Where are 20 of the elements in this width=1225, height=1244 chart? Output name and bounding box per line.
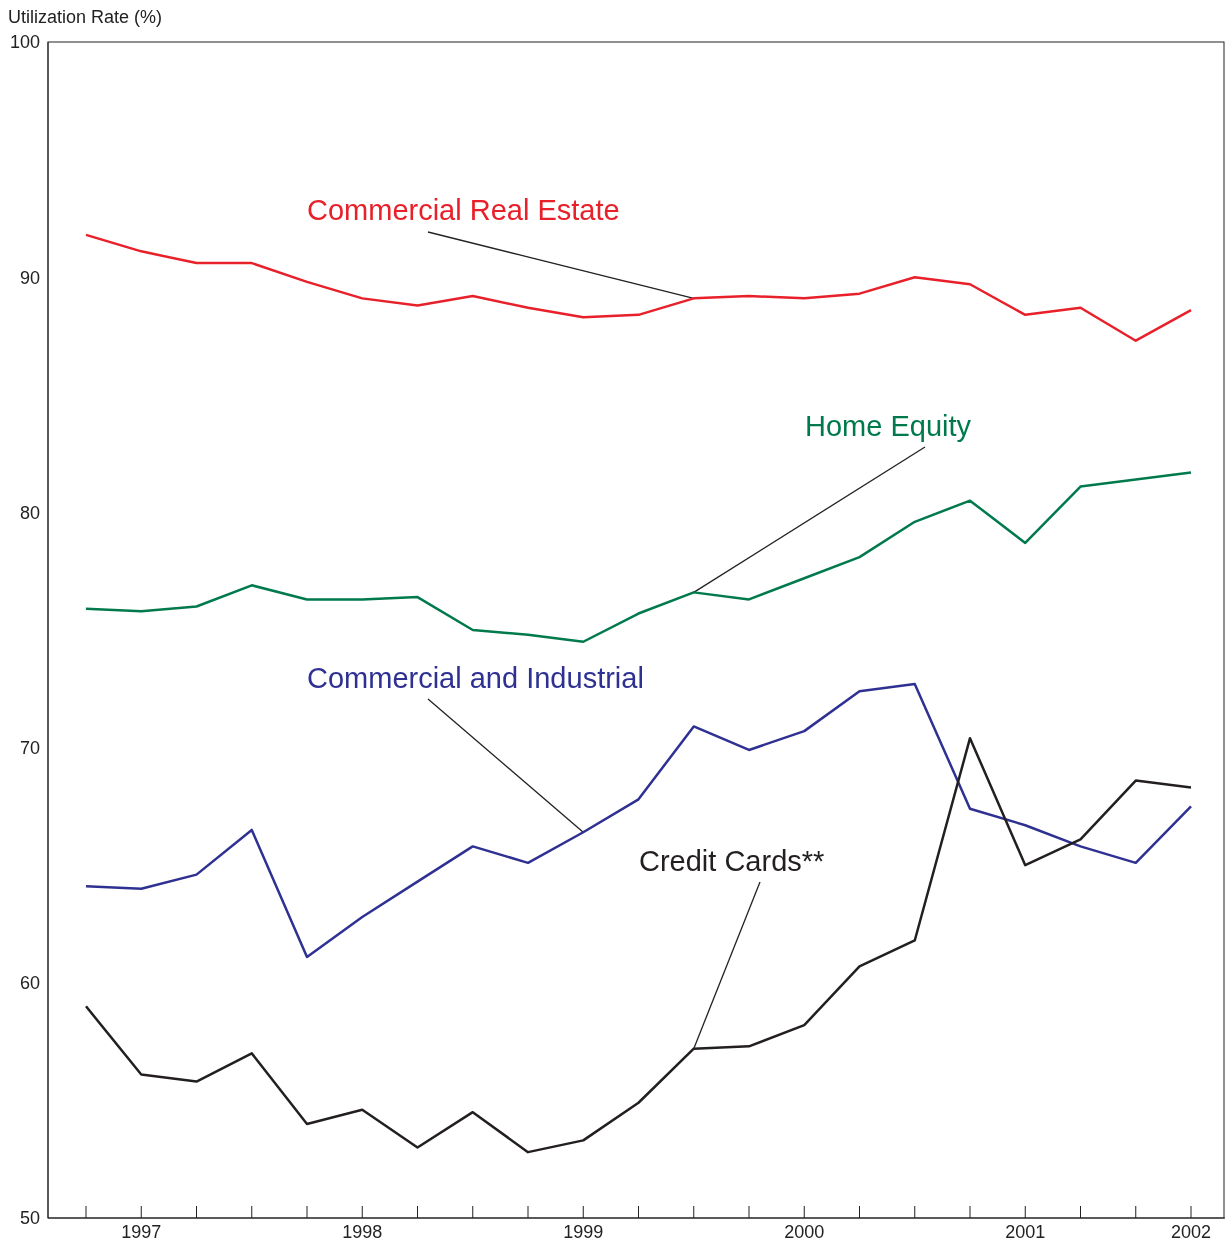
y-tick-label: 60 bbox=[19, 973, 40, 994]
line-series bbox=[84, 471, 1193, 644]
y-tick-label: 80 bbox=[19, 502, 40, 523]
y-tick-label: 100 bbox=[9, 32, 40, 53]
y-tick-label: 90 bbox=[19, 267, 40, 288]
y-tick-label: 50 bbox=[19, 1208, 40, 1229]
line-series bbox=[84, 736, 1193, 1154]
x-tick-label: 2000 bbox=[784, 1222, 825, 1242]
x-tick-label: 1999 bbox=[563, 1222, 604, 1242]
x-tick-label: 2002 bbox=[1170, 1222, 1212, 1242]
text: Home Equity bbox=[805, 410, 972, 442]
text: Credit Cards** bbox=[639, 845, 825, 877]
series-label: Commercial Real Estate bbox=[307, 194, 620, 226]
x-tick-label: 1997 bbox=[121, 1222, 162, 1242]
y-tick-label: 70 bbox=[19, 737, 40, 758]
x-tick-label: 2001 bbox=[1005, 1222, 1046, 1242]
line-series bbox=[84, 233, 1193, 342]
text: Commercial and Industrial bbox=[307, 662, 644, 694]
x-tick-label: 1998 bbox=[342, 1222, 383, 1242]
y-axis-title: Utilization Rate (%) bbox=[8, 7, 163, 27]
